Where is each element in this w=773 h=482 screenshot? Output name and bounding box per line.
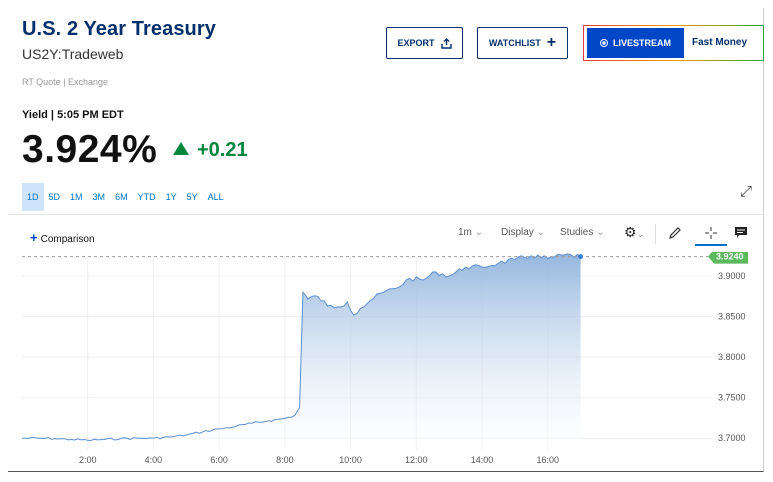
fast-money-link[interactable]: Fast Money [692, 37, 748, 48]
plus-icon: + [546, 34, 557, 51]
x-tick-label: 12:00 [405, 455, 428, 465]
y-tick-label: 3.7500 [718, 393, 746, 403]
x-tick-label: 2:00 [79, 455, 97, 465]
comparison-label: Comparison [40, 234, 95, 245]
period-tab-5y[interactable]: 5Y [186, 192, 198, 202]
last-value-dot [578, 254, 584, 260]
last-value-badge-bg [708, 252, 748, 264]
period-tab-3m[interactable]: 3M [92, 192, 106, 202]
livestream-button[interactable]: LIVESTREAM [587, 28, 684, 58]
rt-quote-label: RT Quote | Exchange [22, 77, 109, 87]
live-dot-icon [599, 39, 608, 47]
watchlist-label: WATCHLIST [488, 38, 541, 48]
studies-dropdown[interactable]: Studies ⌄ [560, 227, 605, 238]
livestream-label: LIVESTREAM [612, 38, 671, 48]
expand-icon[interactable]: ⤢ [740, 183, 753, 200]
up-arrow-icon [173, 142, 189, 155]
livestream-panel: LIVESTREAM Fast Money [583, 25, 764, 61]
price-change-value: +0.21 [197, 139, 248, 161]
chevron-down-icon: ⌄ [596, 227, 605, 238]
period-tab-1d[interactable]: 1D [22, 183, 44, 211]
period-tab-all[interactable]: ALL [207, 192, 224, 202]
price-value: 3.924% [22, 128, 158, 171]
comment-icon[interactable] [735, 227, 747, 239]
page-title: U.S. 2 Year Treasury [22, 18, 216, 40]
interval-dropdown[interactable]: 1m ⌄ [458, 227, 483, 238]
interval-label: 1m [458, 227, 472, 238]
y-tick-label: 3.7000 [718, 433, 746, 443]
export-icon [440, 37, 452, 49]
watchlist-button[interactable]: WATCHLIST + [477, 27, 568, 59]
crosshair-icon [705, 227, 717, 239]
display-label: Display [501, 227, 534, 238]
x-tick-label: 16:00 [536, 455, 559, 465]
chevron-down-icon: ⌄ [636, 229, 645, 239]
period-tab-1y[interactable]: 1Y [165, 192, 177, 202]
divider [8, 214, 763, 215]
display-dropdown[interactable]: Display ⌄ [501, 227, 545, 238]
pencil-icon[interactable] [668, 226, 682, 240]
export-label: EXPORT [397, 38, 435, 48]
plus-icon: + [30, 230, 38, 245]
y-tick-label: 3.9000 [718, 271, 746, 281]
gear-icon: ⚙ [624, 224, 637, 240]
x-tick-label: 8:00 [276, 455, 294, 465]
x-tick-label: 14:00 [471, 455, 494, 465]
last-value-label: 3.9240 [716, 252, 744, 262]
x-tick-label: 10:00 [339, 455, 362, 465]
studies-label: Studies [560, 227, 594, 238]
widget-frame [8, 8, 764, 472]
period-tab-1m[interactable]: 1M [70, 192, 83, 202]
chevron-down-icon: ⌄ [536, 227, 545, 238]
price-change: +0.21 [173, 139, 248, 162]
y-tick-label: 3.8500 [718, 312, 746, 322]
yield-chart[interactable]: 3.9240 3.9000 3.8500 3.8000 3.7500 3.7000 2:… [8, 252, 756, 468]
toolbar-divider [655, 224, 656, 244]
chevron-down-icon: ⌄ [474, 227, 484, 238]
comparison-button[interactable]: + Comparison [30, 230, 95, 245]
y-tick-label: 3.8000 [718, 352, 746, 362]
export-button[interactable]: EXPORT [386, 27, 463, 59]
x-tick-label: 4:00 [145, 455, 163, 465]
settings-button[interactable]: ⚙⌄ [624, 224, 644, 241]
chart-line [22, 253, 581, 442]
x-tick-label: 6:00 [210, 455, 228, 465]
symbol-label: US2Y:Tradeweb [22, 46, 124, 62]
period-tab-5d[interactable]: 5D [48, 192, 61, 202]
last-value-badge: 3.9240 [708, 252, 748, 264]
period-selector: 1D 5D 1M 3M 6M YTD 1Y 5Y ALL [22, 183, 229, 211]
period-tab-6m[interactable]: 6M [115, 192, 128, 202]
period-tab-ytd[interactable]: YTD [137, 192, 156, 202]
crosshair-button[interactable] [695, 224, 727, 246]
yield-timestamp: Yield | 5:05 PM EDT [22, 109, 124, 121]
